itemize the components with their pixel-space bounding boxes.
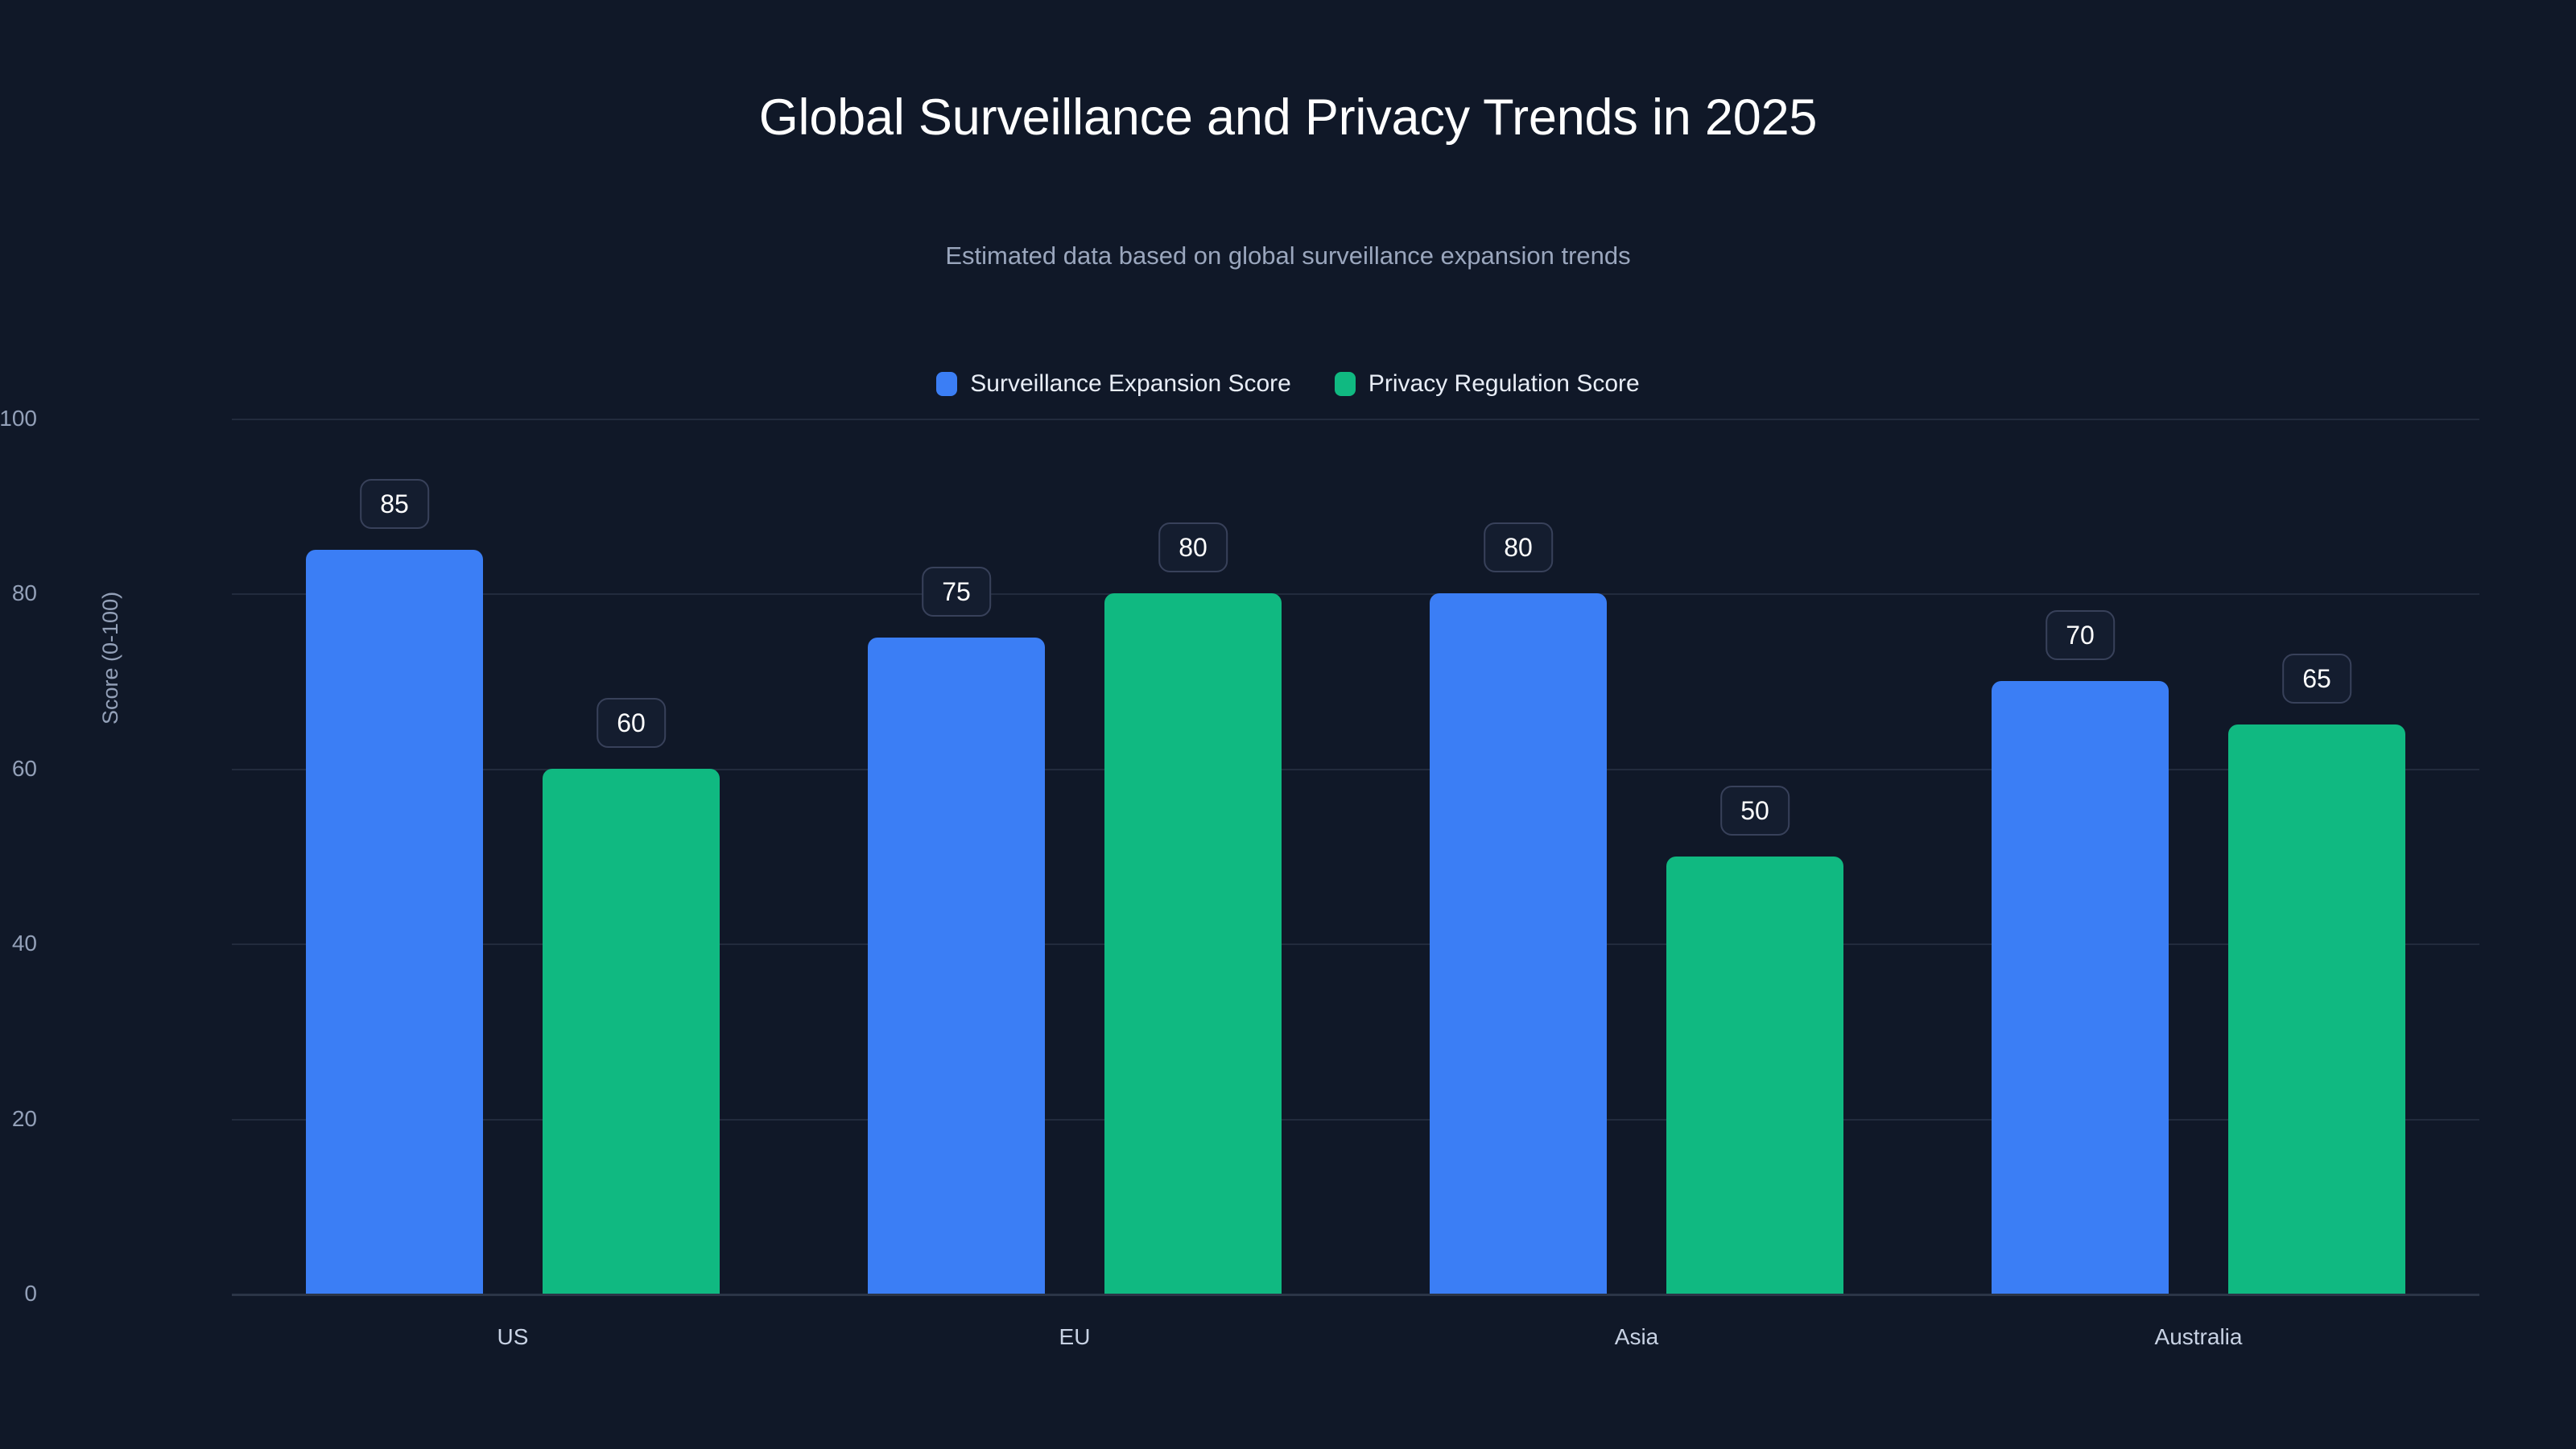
y-axis-tick-label: 80 [11, 580, 37, 606]
square-swatch-icon [936, 372, 958, 396]
gridline [232, 593, 2479, 596]
gridline [232, 943, 2479, 946]
legend-item-privacy-regulation-score[interactable]: Privacy Regulation Score [1334, 370, 1640, 398]
gridline [232, 419, 2479, 420]
chart-legend: Surveillance Expansion Score Privacy Reg… [0, 370, 2576, 398]
y-axis-tick-label: 0 [24, 1281, 37, 1306]
legend-label: Surveillance Expansion Score [970, 370, 1291, 397]
value-badge: 50 [1720, 785, 1790, 836]
bar-asia-series-1[interactable] [1430, 593, 1607, 1294]
bar-us-series-2[interactable] [543, 768, 720, 1294]
bar-asia-series-2[interactable] [1666, 856, 1843, 1294]
value-badge: 60 [597, 697, 666, 748]
bar-eu-series-1[interactable] [868, 637, 1045, 1294]
gridline [232, 768, 2479, 770]
value-badge: 75 [922, 566, 991, 617]
y-axis-tick-label: 40 [11, 931, 37, 956]
chart-title: Global Surveillance and Privacy Trends i… [758, 89, 1818, 146]
y-axis-tick-label: 60 [11, 755, 37, 781]
square-swatch-icon [1334, 372, 1356, 396]
legend-item-surveillance-expansion-score[interactable]: Surveillance Expansion Score [936, 370, 1291, 398]
gridline [232, 1118, 2479, 1121]
legend-label: Privacy Regulation Score [1368, 370, 1640, 397]
bar-australia-series-1[interactable] [1992, 681, 2169, 1294]
bar-australia-series-2[interactable] [2228, 724, 2405, 1294]
y-axis-title: Score (0-100) [98, 591, 122, 724]
value-badge: 85 [360, 479, 429, 530]
x-axis-tick-label: EU [1059, 1324, 1091, 1349]
x-axis-tick-label: Australia [2154, 1324, 2243, 1349]
value-badge: 70 [2046, 610, 2115, 661]
bar-us-series-1[interactable] [306, 550, 483, 1294]
bar-eu-series-2[interactable] [1104, 593, 1282, 1294]
value-badge: 80 [1484, 522, 1553, 573]
gridline [232, 1294, 2479, 1296]
x-axis-tick-label: US [497, 1324, 529, 1349]
value-badge: 65 [2282, 654, 2351, 704]
y-axis-tick-label: 100 [0, 406, 37, 431]
chart-subtitle: Estimated data based on global surveilla… [945, 242, 1631, 270]
value-badge: 80 [1158, 522, 1228, 573]
y-axis-tick-label: 20 [11, 1105, 37, 1131]
plot-area [232, 419, 2479, 1296]
x-axis-tick-label: Asia [1614, 1324, 1659, 1349]
